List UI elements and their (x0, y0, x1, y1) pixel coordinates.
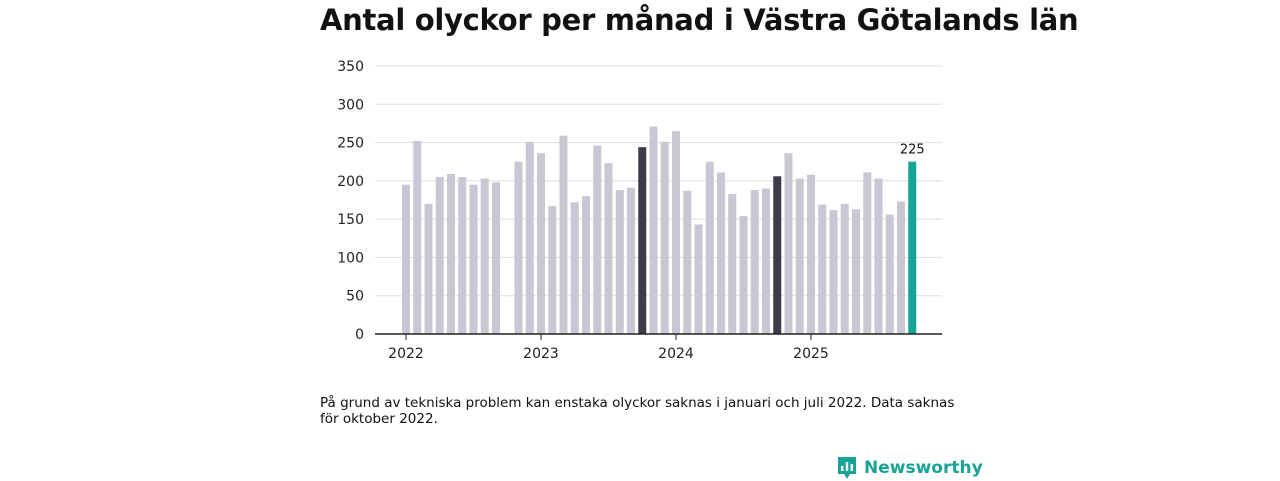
bar-2024-12 (795, 178, 804, 334)
bar-2025-01 (807, 174, 815, 334)
bar-2025-06 (863, 172, 872, 334)
bar-2022-07 (469, 184, 478, 334)
bar-2023-05 (582, 196, 590, 334)
y-tick-label: 250 (337, 136, 364, 152)
bar-2023-10 (638, 147, 647, 334)
bar-2024-02 (683, 190, 692, 334)
bar-2024-07 (739, 216, 748, 334)
bars (402, 126, 917, 335)
bar-2023-08 (615, 190, 624, 334)
bar-2023-03 (559, 135, 568, 334)
bar-2025-08 (885, 214, 894, 334)
y-tick-label: 100 (337, 250, 364, 266)
bar-2025-10 (908, 161, 917, 334)
bar-2023-06 (593, 145, 602, 334)
bar-2022-12 (525, 141, 534, 334)
bar-2022-03 (424, 203, 433, 334)
y-tick-label: 0 (355, 327, 364, 343)
bar-2024-05 (717, 172, 725, 334)
bar-2024-09 (762, 188, 770, 334)
x-tick-label: 2024 (658, 346, 694, 362)
bar-2022-04 (435, 177, 444, 334)
bar-2023-07 (604, 163, 613, 334)
bar-2024-01 (672, 131, 680, 334)
footnote: På grund av tekniska problem kan enstaka… (320, 395, 955, 427)
bar-2022-06 (458, 177, 467, 334)
bar-2025-09 (897, 201, 905, 334)
chart-title: Antal olyckor per månad i Västra Götalan… (320, 3, 1079, 37)
bar-2024-11 (784, 153, 793, 334)
y-tick-label: 200 (337, 174, 364, 190)
bar-2023-11 (649, 126, 658, 335)
y-tick-label: 350 (337, 59, 364, 75)
bar-2022-02 (413, 141, 422, 334)
bar-2025-04 (840, 203, 849, 334)
bar-2022-11 (514, 161, 523, 334)
brand-logo: Newsworthy (836, 455, 983, 481)
bar-2023-01 (537, 153, 545, 334)
x-tick-label: 2022 (388, 346, 424, 362)
bar-2023-04 (570, 202, 579, 334)
bar-2025-02 (818, 204, 827, 334)
data-label-2025-10: 225 (900, 143, 925, 158)
bar-2022-01 (402, 184, 410, 334)
bar-2024-10 (773, 176, 782, 334)
axes (375, 333, 942, 340)
bar-2025-07 (874, 178, 883, 334)
labels: 0 50 100 150 200 250 300 350 2022 2023 2024 2025 225 (337, 59, 924, 362)
bar-2023-02 (548, 206, 557, 334)
y-tick-label: 150 (337, 212, 364, 228)
bar-2024-04 (705, 161, 714, 334)
newsworthy-logo-icon (838, 457, 856, 479)
bar-2025-03 (829, 209, 838, 334)
bar-2025-05 (852, 209, 860, 334)
bar-2024-06 (728, 193, 737, 334)
bar-2024-08 (750, 190, 759, 334)
bar-2023-09 (627, 187, 635, 334)
bar-2022-08 (480, 178, 489, 334)
bar-2022-05 (447, 173, 455, 334)
x-tick-label: 2025 (793, 346, 829, 362)
x-tick-label: 2023 (523, 346, 559, 362)
brand-name: Newsworthy (864, 458, 983, 478)
y-tick-label: 50 (346, 289, 364, 305)
bar-2022-09 (492, 182, 500, 334)
bar-2023-12 (660, 141, 669, 334)
bar-2024-03 (694, 224, 703, 334)
y-tick-label: 300 (337, 97, 364, 113)
